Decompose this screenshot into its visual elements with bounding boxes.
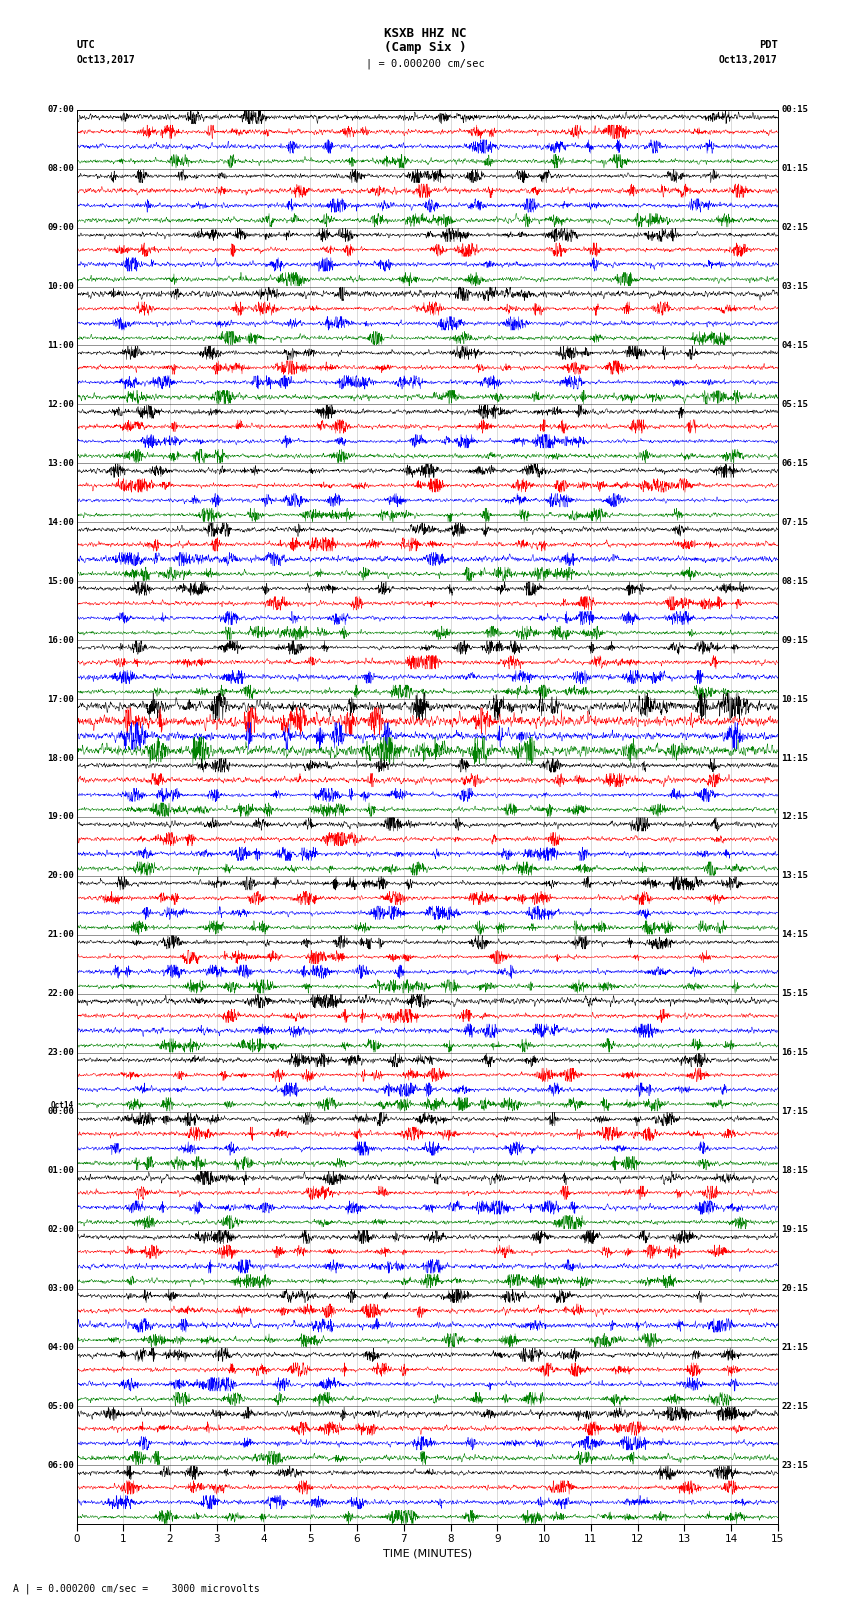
Text: 10:15: 10:15 (781, 695, 808, 703)
Text: 14:00: 14:00 (47, 518, 74, 527)
Text: 09:15: 09:15 (781, 636, 808, 645)
Text: 02:00: 02:00 (47, 1226, 74, 1234)
Text: 10:00: 10:00 (47, 282, 74, 290)
Text: Oct14: Oct14 (51, 1102, 74, 1110)
Text: 06:15: 06:15 (781, 458, 808, 468)
Text: 12:15: 12:15 (781, 813, 808, 821)
Text: 11:15: 11:15 (781, 753, 808, 763)
Text: 19:15: 19:15 (781, 1226, 808, 1234)
X-axis label: TIME (MINUTES): TIME (MINUTES) (382, 1548, 472, 1558)
Text: 12:00: 12:00 (47, 400, 74, 408)
Text: Oct13,2017: Oct13,2017 (76, 55, 135, 65)
Text: (Camp Six ): (Camp Six ) (383, 40, 467, 55)
Text: Oct13,2017: Oct13,2017 (719, 55, 778, 65)
Text: 04:15: 04:15 (781, 340, 808, 350)
Text: 00:00: 00:00 (47, 1107, 74, 1116)
Text: 11:00: 11:00 (47, 340, 74, 350)
Text: 23:15: 23:15 (781, 1461, 808, 1469)
Text: 20:00: 20:00 (47, 871, 74, 881)
Text: 01:00: 01:00 (47, 1166, 74, 1176)
Text: 15:15: 15:15 (781, 989, 808, 998)
Text: 18:00: 18:00 (47, 753, 74, 763)
Text: 07:15: 07:15 (781, 518, 808, 527)
Text: 02:15: 02:15 (781, 223, 808, 232)
Text: 01:15: 01:15 (781, 165, 808, 173)
Text: 21:15: 21:15 (781, 1344, 808, 1352)
Text: 22:15: 22:15 (781, 1402, 808, 1411)
Text: 15:00: 15:00 (47, 577, 74, 586)
Text: UTC: UTC (76, 40, 95, 50)
Text: 08:15: 08:15 (781, 577, 808, 586)
Text: 05:15: 05:15 (781, 400, 808, 408)
Text: 05:00: 05:00 (47, 1402, 74, 1411)
Text: 08:00: 08:00 (47, 165, 74, 173)
Text: 22:00: 22:00 (47, 989, 74, 998)
Text: 16:15: 16:15 (781, 1048, 808, 1057)
Text: 00:15: 00:15 (781, 105, 808, 115)
Text: 14:15: 14:15 (781, 931, 808, 939)
Text: 18:15: 18:15 (781, 1166, 808, 1176)
Text: 09:00: 09:00 (47, 223, 74, 232)
Text: 06:00: 06:00 (47, 1461, 74, 1469)
Text: KSXB HHZ NC: KSXB HHZ NC (383, 26, 467, 40)
Text: | = 0.000200 cm/sec: | = 0.000200 cm/sec (366, 58, 484, 69)
Text: 04:00: 04:00 (47, 1344, 74, 1352)
Text: 03:00: 03:00 (47, 1284, 74, 1294)
Text: A | = 0.000200 cm/sec =    3000 microvolts: A | = 0.000200 cm/sec = 3000 microvolts (13, 1582, 259, 1594)
Text: 21:00: 21:00 (47, 931, 74, 939)
Text: 20:15: 20:15 (781, 1284, 808, 1294)
Text: 23:00: 23:00 (47, 1048, 74, 1057)
Text: PDT: PDT (759, 40, 778, 50)
Text: 16:00: 16:00 (47, 636, 74, 645)
Text: 17:15: 17:15 (781, 1107, 808, 1116)
Text: 13:15: 13:15 (781, 871, 808, 881)
Text: 13:00: 13:00 (47, 458, 74, 468)
Text: 03:15: 03:15 (781, 282, 808, 290)
Text: 07:00: 07:00 (47, 105, 74, 115)
Text: 17:00: 17:00 (47, 695, 74, 703)
Text: 19:00: 19:00 (47, 813, 74, 821)
